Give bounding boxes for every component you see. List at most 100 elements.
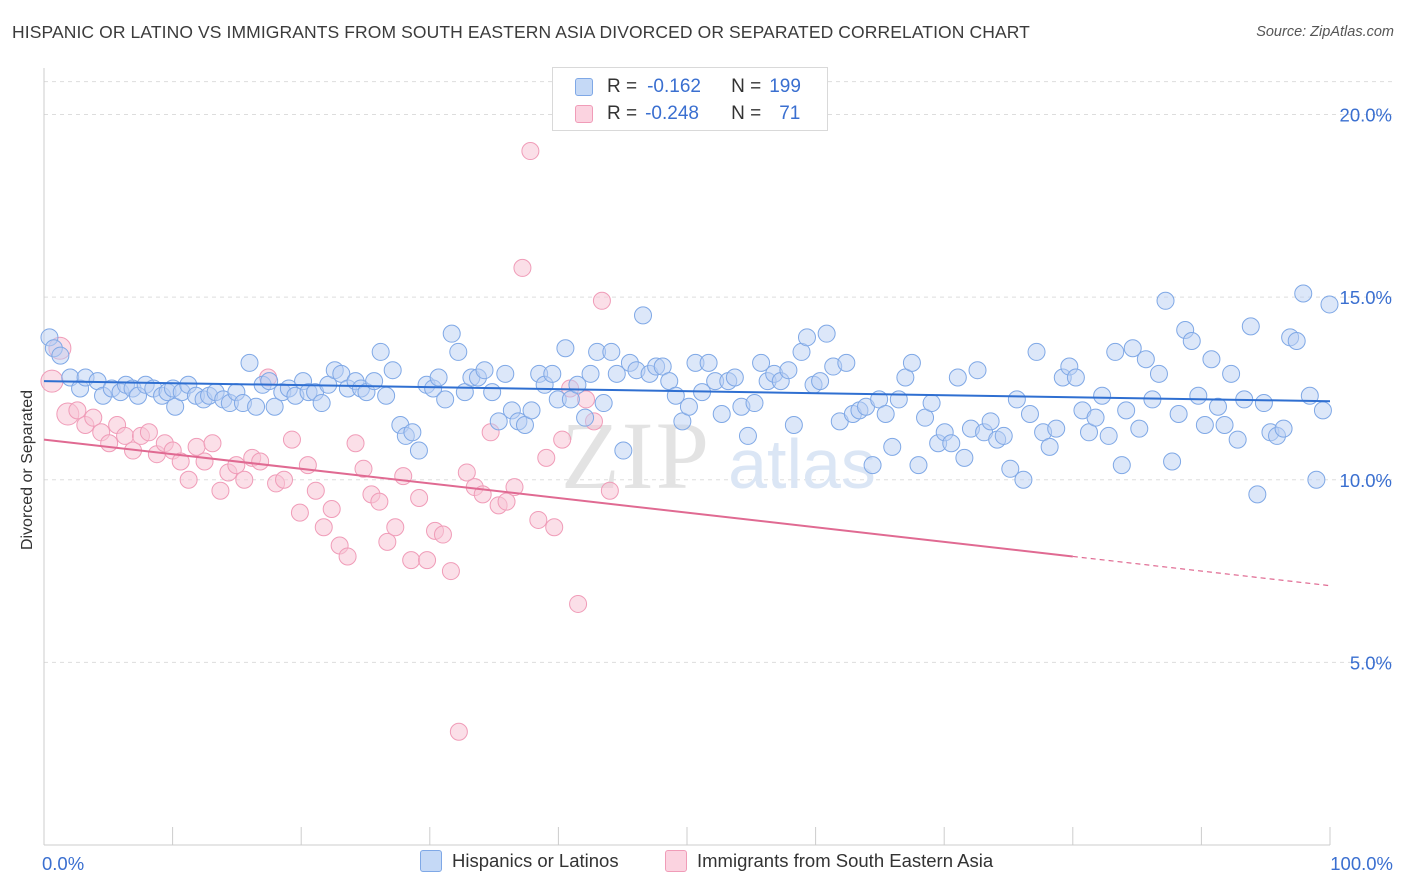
grid-lines [44,81,1392,663]
data-point-immigrants-sea [441,562,460,581]
data-point-hispanics [449,342,468,361]
legend-item-immigrants-sea[interactable]: Immigrants from South Eastern Asia [665,850,993,872]
data-point-hispanics [1169,405,1188,424]
data-point-hispanics [371,342,390,361]
data-point-immigrants-sea [537,448,556,467]
data-point-hispanics [522,401,541,420]
data-point-hispanics [738,426,757,445]
data-point-immigrants-sea [418,551,437,570]
data-point-immigrants-sea [497,492,516,511]
data-point-hispanics [1136,350,1155,369]
data-point-immigrants-sea [338,547,357,566]
data-point-hispanics [817,324,836,343]
data-point-hispanics [948,368,967,387]
legend-label-immigrants-sea: Immigrants from South Eastern Asia [697,850,994,871]
data-point-hispanics [1241,317,1260,336]
data-point-hispanics [1274,419,1293,438]
data-point-hispanics [1027,342,1046,361]
data-point-hispanics [1149,364,1168,383]
data-point-immigrants-sea [386,518,405,537]
data-point-immigrants-sea [433,525,452,544]
data-point-hispanics [576,408,595,427]
data-point-hispanics [725,368,744,387]
data-point-immigrants-sea [306,481,325,500]
data-point-hispanics [1112,456,1131,475]
stats-legend: R = -0.162 N = 199 R = -0.248 N = 71 [552,67,828,131]
data-point-immigrants-sea [100,434,119,453]
data-point-immigrants-sea [314,518,333,537]
data-point-hispanics [1156,291,1175,310]
legend-label-hispanics: Hispanics or Latinos [452,850,619,871]
data-point-immigrants-sea [378,532,397,551]
n-value-blue: 199 [769,76,801,97]
data-point-immigrants-sea [370,492,389,511]
data-point-hispanics [556,339,575,358]
data-point-hispanics [1106,342,1125,361]
data-point-hispanics [994,426,1013,445]
data-point-immigrants-sea [322,499,341,518]
data-point-hispanics [699,353,718,372]
data-point-hispanics [1020,405,1039,424]
data-point-immigrants-sea [195,452,214,471]
data-point-hispanics [496,364,515,383]
data-point-hispanics [265,397,284,416]
data-point-immigrants-sea [545,518,564,537]
data-point-immigrants-sea [553,430,572,449]
data-point-hispanics [1320,295,1339,314]
r-value-pink: -0.248 [645,103,699,124]
data-point-hispanics [240,353,259,372]
data-point-hispanics [594,394,613,413]
data-point-hispanics [909,456,928,475]
data-point-hispanics [1254,394,1273,413]
data-point-hispanics [745,394,764,413]
data-point-hispanics [1093,386,1112,405]
data-point-hispanics [1040,437,1059,456]
r-label: R = [607,76,638,97]
data-point-immigrants-sea [179,470,198,489]
data-point-hispanics [883,437,902,456]
r-value-blue: -0.162 [647,76,701,97]
data-point-hispanics [442,324,461,343]
data-point-immigrants-sea [521,142,540,161]
data-point-hispanics [922,394,941,413]
y-tick-label: 20.0% [1340,105,1392,126]
source-label: Source: ZipAtlas.com [1256,24,1394,40]
data-point-hispanics [1047,419,1066,438]
data-point-hispanics [1195,415,1214,434]
y-tick-label: 10.0% [1340,470,1392,491]
data-point-hispanics [634,306,653,325]
data-point-hispanics [1228,430,1247,449]
data-point-hispanics [863,456,882,475]
data-point-hispanics [1163,452,1182,471]
trend-line-immigrants-sea [43,438,1073,558]
data-point-hispanics [312,394,331,413]
data-point-immigrants-sea [139,423,158,442]
data-point-hispanics [1215,415,1234,434]
n-label: N = [731,103,762,124]
data-point-hispanics [1222,364,1241,383]
data-point-hispanics [779,361,798,380]
axes [43,68,1331,846]
data-point-immigrants-sea [171,452,190,471]
data-point-immigrants-sea [402,551,421,570]
data-point-immigrants-sea [251,452,270,471]
data-point-hispanics [1123,339,1142,358]
data-point-hispanics [1313,401,1332,420]
chart-title: HISPANIC OR LATINO VS IMMIGRANTS FROM SO… [12,22,1030,42]
data-point-hispanics [1287,331,1306,350]
data-point-hispanics [1014,470,1033,489]
data-point-immigrants-sea [211,481,230,500]
data-point-hispanics [955,448,974,467]
data-point-immigrants-sea [346,434,365,453]
data-point-immigrants-sea [569,594,588,613]
data-point-hispanics [712,405,731,424]
data-point-hispanics [1307,470,1326,489]
data-point-hispanics [784,415,803,434]
data-point-hispanics [1248,485,1267,504]
x-tick-label: 0.0% [42,853,84,874]
data-point-immigrants-sea [203,434,222,453]
data-point-hispanics [837,353,856,372]
legend-item-hispanics[interactable]: Hispanics or Latinos [420,850,619,872]
data-point-hispanics [607,364,626,383]
data-point-hispanics [489,412,508,431]
